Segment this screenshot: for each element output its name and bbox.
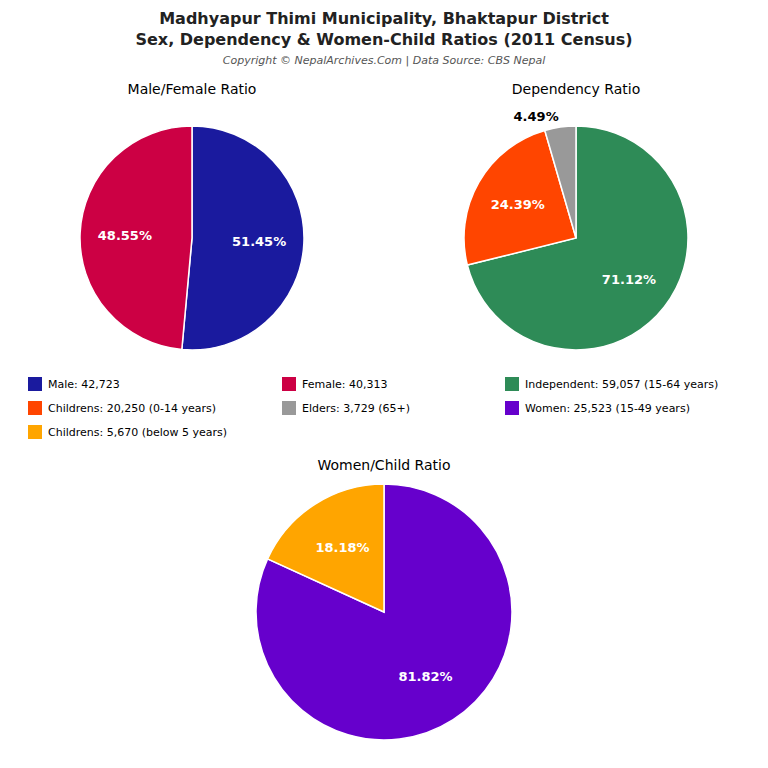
pie-title: Dependency Ratio [512,81,641,97]
title: Madhyapur Thimi Municipality, Bhaktapur … [159,9,609,28]
data-label: 51.45% [232,234,286,249]
legend-swatch [28,401,42,415]
data-label: 18.18% [315,540,369,555]
data-label: 48.55% [98,227,152,242]
legend-swatch [505,377,519,391]
pie-slice [182,126,304,350]
pie-title: Male/Female Ratio [128,81,257,97]
legend-label: Independent: 59,057 (15-64 years) [525,378,718,391]
legend-label: Female: 40,313 [302,378,387,391]
title: Sex, Dependency & Women-Child Ratios (20… [135,30,632,49]
legend-swatch [282,401,296,415]
data-labels: 81.82% 18.18% [315,540,452,684]
pie-slice [545,126,576,238]
pie-slice [256,484,512,740]
data-label: 81.82% [398,669,452,684]
legend-label: Male: 42,723 [48,378,120,391]
legend-swatch [28,425,42,439]
data-label: 4.49% [514,109,559,124]
pie-title: Women/Child Ratio [317,457,450,473]
subtitle: Copyright © NepalArchives.Com | Data Sou… [223,54,545,67]
legend-label: Elders: 3,729 (65+) [302,402,410,415]
legend: Male: 42,723 Female: 40,313 Independent: 5… [28,377,718,439]
legend-label: Childrens: 5,670 (below 5 years) [48,426,227,439]
chart: Madhyapur Thimi Municipality, Bhaktapur … [0,0,768,768]
data-labels: 71.12% 24.39% 4.49% [491,109,656,287]
pie [256,484,512,740]
legend-swatch [282,377,296,391]
pie [80,126,304,350]
pie-slice [80,126,192,350]
data-label: 24.39% [491,197,545,212]
pie [464,126,688,350]
data-labels: 51.45% 48.55% [98,227,286,248]
legend-label: Women: 25,523 (15-49 years) [525,402,690,415]
legend-swatch [28,377,42,391]
legend-label: Childrens: 20,250 (0-14 years) [48,402,216,415]
pie-slice [268,484,384,612]
legend-swatch [505,401,519,415]
data-label: 71.12% [602,272,656,287]
